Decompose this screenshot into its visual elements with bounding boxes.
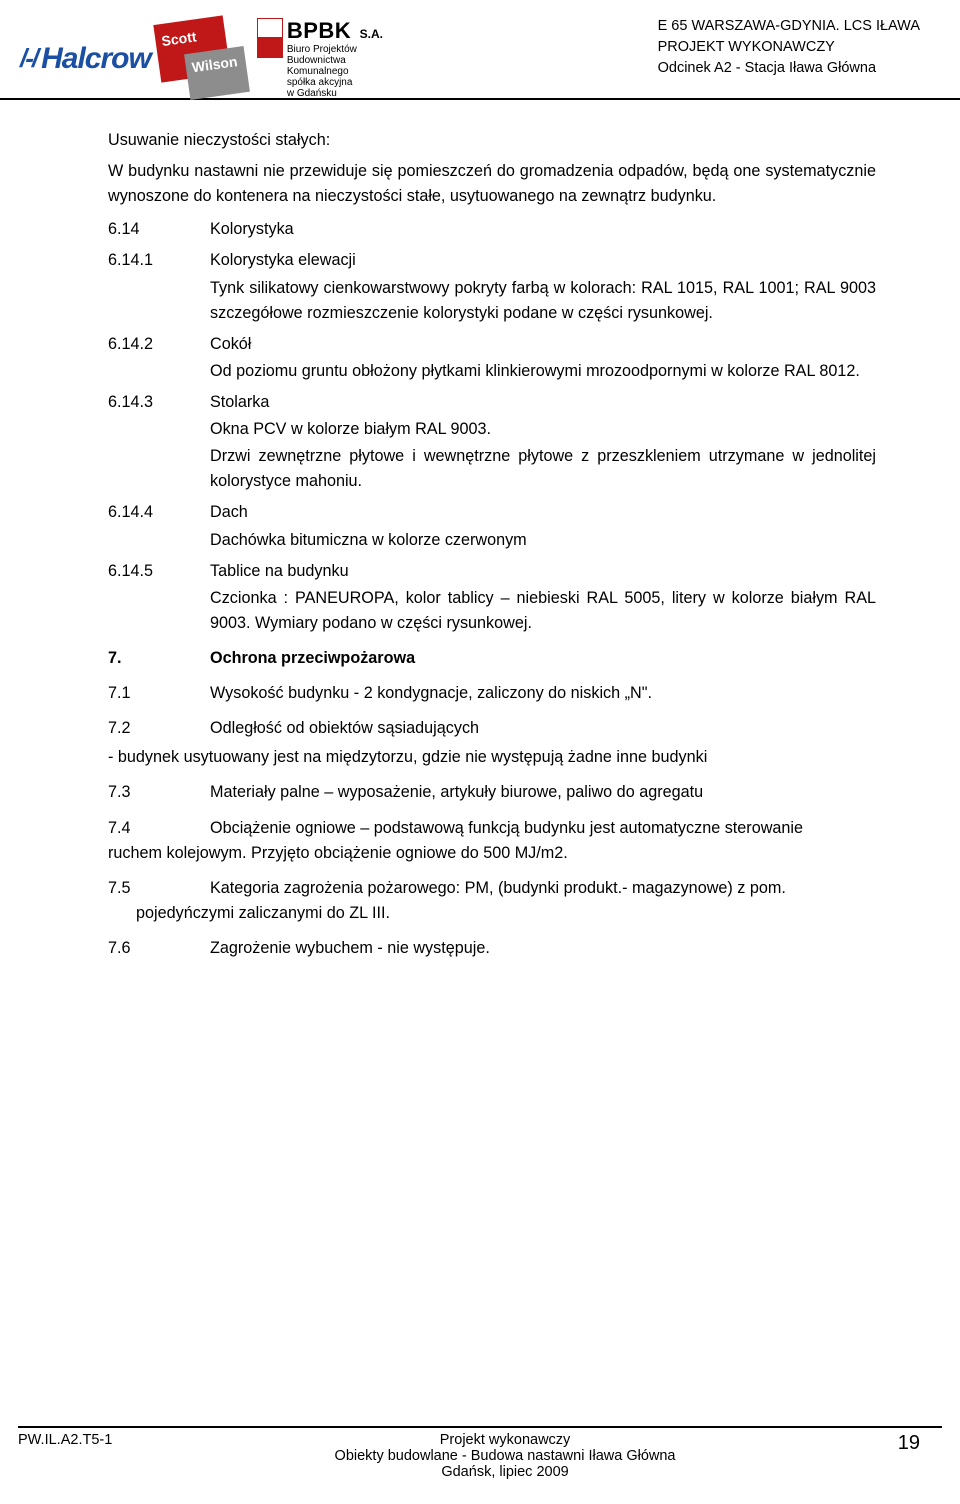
section-6-14-5: 6.14.5 Tablice na budynku [108,559,876,584]
footer-rule [18,1426,942,1428]
scott-line2: Wilson [191,53,239,75]
label-7: Ochrona przeciwpożarowa [210,646,876,671]
body-6-14-5: Czcionka : PANEUROPA, kolor tablicy – ni… [210,586,876,636]
body-7-2: - budynek usytuowany jest na międzytorzu… [44,745,876,770]
bpbk-sub3: Komunalnego [287,66,383,77]
label-6-14: Kolorystyka [210,217,876,242]
section-6-14-2: 6.14.2 Cokół [108,332,876,357]
logo-row: /-/ Halcrow Scott Wilson BPBK S.A. [20,18,383,99]
halcrow-text: Halcrow [41,42,151,76]
num-7: 7. [108,646,210,671]
label-6-14-4: Dach [210,500,876,525]
halcrow-logo: /-/ Halcrow [20,42,151,76]
section-7-2: 7.2 Odległość od obiektów sąsiadujących [108,716,876,741]
section-7-5: 7.5 Kategoria zagrożenia pożarowego: PM,… [108,876,876,901]
num-7-2: 7.2 [108,716,210,741]
bpbk-sub1: Biuro Projektów [287,44,383,55]
bpbk-logo: BPBK S.A. Biuro Projektów Budownictwa Ko… [257,18,383,99]
body-6-14-2: Od poziomu gruntu obłożony płytkami klin… [210,359,876,384]
scott-grey-box: Wilson [184,46,250,100]
footer-center3: Gdańsk, lipiec 2009 [112,1464,897,1480]
num-6-14-2: 6.14.2 [108,332,210,357]
body-7-5b: pojedyńczymi zaliczanymi do ZL III. [136,901,876,926]
label-6-14-5: Tablice na budynku [210,559,876,584]
num-7-4: 7.4 [108,816,210,841]
body-6-14-3b: Drzwi zewnętrzne płytowe i wewnętrzne pł… [210,444,876,494]
num-6-14-1: 6.14.1 [108,248,210,273]
document-body: Usuwanie nieczystości stałych: W budynku… [0,100,960,961]
footer-center1: Projekt wykonawczy [112,1432,897,1448]
footer-center2: Obiekty budowlane - Budowa nastawni Iław… [112,1448,897,1464]
header-right-block: E 65 WARSZAWA-GDYNIA. LCS IŁAWA PROJEKT … [658,16,920,79]
footer-page-number: 19 [898,1432,920,1455]
num-6-14-5: 6.14.5 [108,559,210,584]
bpbk-sub4: spółka akcyjna [287,77,383,88]
label-6-14-1: Kolorystyka elewacji [210,248,876,273]
section-6-14-1: 6.14.1 Kolorystyka elewacji [108,248,876,273]
header-line1: E 65 WARSZAWA-GDYNIA. LCS IŁAWA [658,16,920,37]
section-6-14: 6.14 Kolorystyka [108,217,876,242]
body-7-3: Materiały palne – wyposażenie, artykuły … [210,780,876,805]
section-7-4: 7.4 Obciążenie ogniowe – podstawową funk… [108,816,876,841]
section-7-3: 7.3 Materiały palne – wyposażenie, artyk… [108,780,876,805]
label-7-2: Odległość od obiektów sąsiadujących [210,716,876,741]
scott-line1: Scott [160,28,197,49]
num-7-5: 7.5 [108,876,210,901]
body-7-5a: Kategoria zagrożenia pożarowego: PM, (bu… [210,876,876,901]
section-6-14-4: 6.14.4 Dach [108,500,876,525]
num-7-6: 7.6 [108,936,210,961]
body-6-14-3a: Okna PCV w kolorze białym RAL 9003. [210,417,876,442]
body-6-14-1: Tynk silikatowy cienkowarstwowy pokryty … [210,276,876,326]
bpbk-sub5: w Gdańsku [287,88,383,99]
bpbk-flag-icon [257,18,283,58]
body-7-1: Wysokość budynku - 2 kondygnacje, zalicz… [210,681,876,706]
body-6-14-4: Dachówka bitumiczna w kolorze czerwonym [210,528,876,553]
header-line2: PROJEKT WYKONAWCZY [658,37,920,58]
bpbk-sa: S.A. [360,27,383,41]
footer-left: PW.IL.A2.T5-1 [18,1432,112,1448]
body-7-4b: ruchem kolejowym. Przyjęto obciążenie og… [108,841,876,866]
bpbk-name: BPBK [287,18,351,43]
page-footer: PW.IL.A2.T5-1 Projekt wykonawczy Obiekty… [0,1426,960,1480]
usuwanie-text: W budynku nastawni nie przewiduje się po… [108,159,876,209]
label-6-14-3: Stolarka [210,390,876,415]
num-6-14: 6.14 [108,217,210,242]
body-7-6: Zagrożenie wybuchem - nie występuje. [210,936,876,961]
page-header: /-/ Halcrow Scott Wilson BPBK S.A. [0,0,960,100]
section-6-14-3: 6.14.3 Stolarka [108,390,876,415]
footer-center: Projekt wykonawczy Obiekty budowlane - B… [112,1432,897,1480]
label-6-14-2: Cokół [210,332,876,357]
section-7-6: 7.6 Zagrożenie wybuchem - nie występuje. [108,936,876,961]
num-7-1: 7.1 [108,681,210,706]
num-7-3: 7.3 [108,780,210,805]
body-7-4a: Obciążenie ogniowe – podstawową funkcją … [210,816,876,841]
section-7-1: 7.1 Wysokość budynku - 2 kondygnacje, za… [108,681,876,706]
section-7: 7. Ochrona przeciwpożarowa [108,646,876,671]
scott-wilson-logo: Scott Wilson [157,20,247,98]
halcrow-mark-icon: /-/ [20,43,37,74]
num-6-14-3: 6.14.3 [108,390,210,415]
usuwanie-title: Usuwanie nieczystości stałych: [108,128,876,153]
bpbk-sub2: Budownictwa [287,55,383,66]
header-line3: Odcinek A2 - Stacja Iława Główna [658,58,920,79]
bpbk-subtext: Biuro Projektów Budownictwa Komunalnego … [287,44,383,99]
num-6-14-4: 6.14.4 [108,500,210,525]
